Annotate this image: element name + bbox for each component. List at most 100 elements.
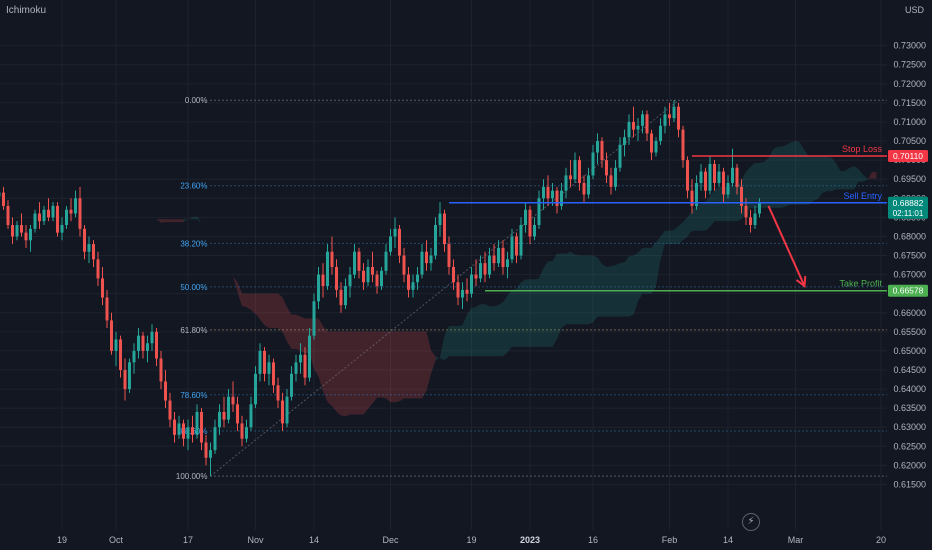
cloud-segment — [417, 331, 422, 399]
candle-body — [236, 404, 239, 424]
cloud-segment — [458, 325, 463, 357]
cloud-segment — [489, 306, 494, 357]
candle-body — [69, 209, 73, 214]
y-tick-label: 0.71500 — [893, 98, 926, 108]
candle-body — [101, 278, 104, 298]
cloud-segment — [809, 156, 814, 205]
candle-body — [695, 183, 698, 206]
time-axis[interactable]: 19 Oct 17 Nov 14 Dec 19 2023 16 Feb 14 Mar 20 — [57, 535, 886, 545]
candle-body — [434, 225, 437, 256]
cloud-segment — [840, 170, 845, 190]
candle-body — [753, 213, 757, 226]
candle-body — [672, 106, 676, 119]
cloud-segment — [345, 331, 350, 417]
candle-body — [132, 350, 136, 363]
candle-body — [389, 236, 392, 252]
candle-body — [11, 225, 14, 237]
candle-body — [560, 190, 563, 206]
cloud-segment — [399, 331, 404, 402]
candle-body — [524, 209, 527, 226]
candle-body — [461, 289, 464, 298]
candle-body — [209, 450, 212, 458]
candle-body — [218, 411, 221, 428]
cloud-segment — [516, 282, 521, 347]
cloud-segment — [800, 142, 805, 205]
candle-body — [294, 362, 298, 374]
candle-body — [663, 114, 667, 126]
candle-body — [456, 282, 460, 298]
cloud-segment — [426, 331, 431, 391]
candle-body — [731, 167, 734, 184]
cloud-segment — [287, 307, 292, 350]
candle-body — [492, 255, 496, 264]
fib-label: 38.20% — [180, 239, 207, 248]
candle-body — [479, 263, 482, 279]
candle-body — [465, 289, 469, 294]
y-tick-label: 0.68000 — [893, 231, 926, 241]
cloud-segment — [296, 314, 301, 351]
trade-levels: Stop Loss Sell Entry Take Profit — [449, 144, 887, 292]
cloud-segment — [696, 204, 701, 231]
cloud-segment — [791, 140, 796, 205]
candle-body — [573, 160, 577, 180]
candle-body — [713, 163, 716, 184]
cloud-segment — [197, 216, 202, 224]
cloud-segment — [750, 162, 755, 208]
x-tick-label: 19 — [466, 535, 476, 545]
candle-body — [299, 354, 302, 363]
y-tick-label: 0.70500 — [893, 136, 926, 146]
cloud-segment — [413, 331, 418, 399]
x-tick-label: Mar — [788, 535, 804, 545]
x-tick-label: 19 — [57, 535, 67, 545]
cloud-segment — [444, 326, 449, 361]
cloud-segment — [156, 219, 161, 223]
candle-body — [344, 286, 347, 306]
candle-body — [110, 320, 113, 351]
candle-body — [497, 247, 500, 264]
candle-body — [393, 228, 397, 237]
candle-body — [537, 198, 541, 226]
candle-body — [551, 190, 554, 199]
cloud-segment — [548, 261, 553, 347]
x-tick-label: Nov — [247, 535, 264, 545]
cloud-segment — [822, 156, 827, 194]
indicator-label[interactable]: Ichimoku — [6, 5, 47, 16]
candle-body — [366, 266, 370, 283]
candle-body — [519, 225, 523, 256]
fib-label: 0.00% — [185, 96, 208, 105]
candle-body — [375, 274, 379, 287]
candle-body — [330, 251, 334, 267]
candle-body — [74, 198, 77, 214]
cloud-segment — [633, 252, 638, 315]
candle-body — [474, 274, 478, 279]
candle-body — [321, 274, 325, 287]
cloud-segment — [215, 236, 220, 246]
cloud-segment — [732, 186, 737, 222]
candle-body — [276, 385, 280, 401]
cloud-segment — [192, 216, 197, 220]
lightning-icon[interactable]: ⚡ — [742, 513, 760, 531]
ichimoku-cloud — [111, 140, 877, 417]
candle-body — [708, 163, 712, 191]
cloud-segment — [755, 162, 760, 208]
candle-body — [623, 137, 626, 145]
cloud-segment — [471, 307, 476, 357]
candle-body — [51, 205, 55, 218]
cloud-segment — [764, 158, 769, 208]
cloud-segment — [678, 222, 683, 245]
cloud-segment — [282, 297, 287, 342]
candle-body — [78, 198, 82, 229]
candle-body — [371, 266, 374, 275]
candle-body — [569, 175, 572, 180]
candle-body — [429, 255, 433, 264]
candle-body — [416, 274, 419, 283]
candle-body — [200, 411, 203, 443]
cloud-segment — [759, 162, 764, 208]
arrow-head — [795, 276, 807, 288]
cloud-segment — [867, 172, 872, 180]
candle-body — [114, 339, 118, 351]
cloud-segment — [408, 331, 413, 399]
y-tick-label: 0.63500 — [893, 403, 926, 413]
stop-loss-tag-value: 0.70110 — [893, 151, 923, 161]
